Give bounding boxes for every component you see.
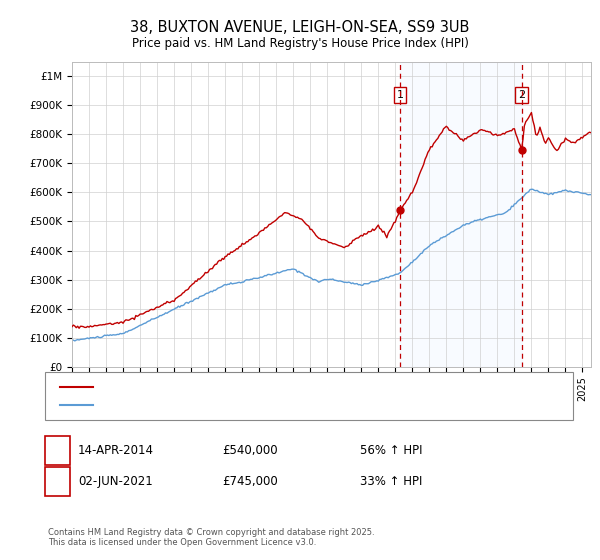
Text: 38, BUXTON AVENUE, LEIGH-ON-SEA, SS9 3UB: 38, BUXTON AVENUE, LEIGH-ON-SEA, SS9 3UB xyxy=(130,20,470,35)
Text: 2: 2 xyxy=(518,90,525,100)
Text: Price paid vs. HM Land Registry's House Price Index (HPI): Price paid vs. HM Land Registry's House … xyxy=(131,37,469,50)
Text: 2: 2 xyxy=(54,475,61,488)
Text: 33% ↑ HPI: 33% ↑ HPI xyxy=(360,475,422,488)
Text: 1: 1 xyxy=(54,444,61,458)
Text: £745,000: £745,000 xyxy=(222,475,278,488)
Bar xyxy=(400,62,521,367)
Text: £540,000: £540,000 xyxy=(222,444,278,458)
Text: 02-JUN-2021: 02-JUN-2021 xyxy=(78,475,153,488)
Text: 56% ↑ HPI: 56% ↑ HPI xyxy=(360,444,422,458)
Text: Contains HM Land Registry data © Crown copyright and database right 2025.
This d: Contains HM Land Registry data © Crown c… xyxy=(48,528,374,547)
Text: 38, BUXTON AVENUE, LEIGH-ON-SEA, SS9 3UB (detached house): 38, BUXTON AVENUE, LEIGH-ON-SEA, SS9 3UB… xyxy=(96,382,433,392)
Text: HPI: Average price, detached house, Southend-on-Sea: HPI: Average price, detached house, Sout… xyxy=(96,400,379,410)
Text: 14-APR-2014: 14-APR-2014 xyxy=(78,444,154,458)
Text: 1: 1 xyxy=(397,90,404,100)
